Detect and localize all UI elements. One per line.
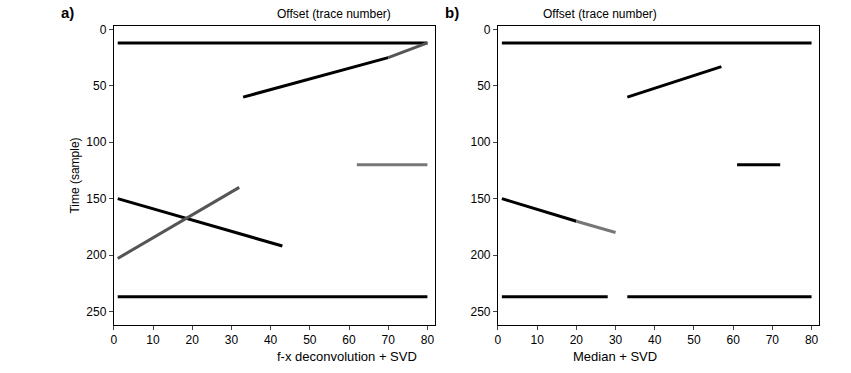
svg-text:50: 50 (687, 333, 701, 347)
svg-text:40: 40 (264, 333, 278, 347)
svg-text:50: 50 (303, 333, 317, 347)
svg-text:Offset (trace number): Offset (trace number) (277, 7, 391, 21)
svg-text:20: 20 (186, 333, 200, 347)
svg-text:60: 60 (342, 333, 356, 347)
svg-text:80: 80 (805, 333, 819, 347)
svg-text:Time (sample): Time (sample) (68, 137, 82, 213)
svg-text:f-x deconvolution + SVD: f-x deconvolution + SVD (277, 349, 417, 364)
svg-text:0: 0 (484, 23, 491, 37)
svg-text:10: 10 (530, 333, 544, 347)
svg-text:b): b) (445, 4, 459, 21)
svg-text:20: 20 (570, 333, 584, 347)
svg-text:Offset (trace number): Offset (trace number) (543, 7, 657, 21)
svg-text:0: 0 (495, 333, 502, 347)
svg-text:100: 100 (86, 135, 106, 149)
svg-text:200: 200 (86, 248, 106, 262)
svg-text:30: 30 (609, 333, 623, 347)
svg-text:10: 10 (146, 333, 160, 347)
svg-text:0: 0 (100, 23, 107, 37)
svg-text:60: 60 (726, 333, 740, 347)
svg-text:150: 150 (86, 192, 106, 206)
svg-text:70: 70 (766, 333, 780, 347)
svg-text:0: 0 (110, 333, 117, 347)
svg-text:150: 150 (471, 192, 491, 206)
svg-text:a): a) (61, 4, 74, 21)
svg-text:50: 50 (477, 79, 491, 93)
svg-text:30: 30 (225, 333, 239, 347)
svg-text:70: 70 (382, 333, 396, 347)
svg-text:Median + SVD: Median + SVD (573, 349, 657, 364)
svg-text:200: 200 (471, 248, 491, 262)
svg-text:250: 250 (471, 305, 491, 319)
svg-text:100: 100 (471, 135, 491, 149)
svg-text:250: 250 (86, 305, 106, 319)
svg-text:50: 50 (93, 79, 107, 93)
svg-text:80: 80 (421, 333, 435, 347)
svg-text:40: 40 (648, 333, 662, 347)
